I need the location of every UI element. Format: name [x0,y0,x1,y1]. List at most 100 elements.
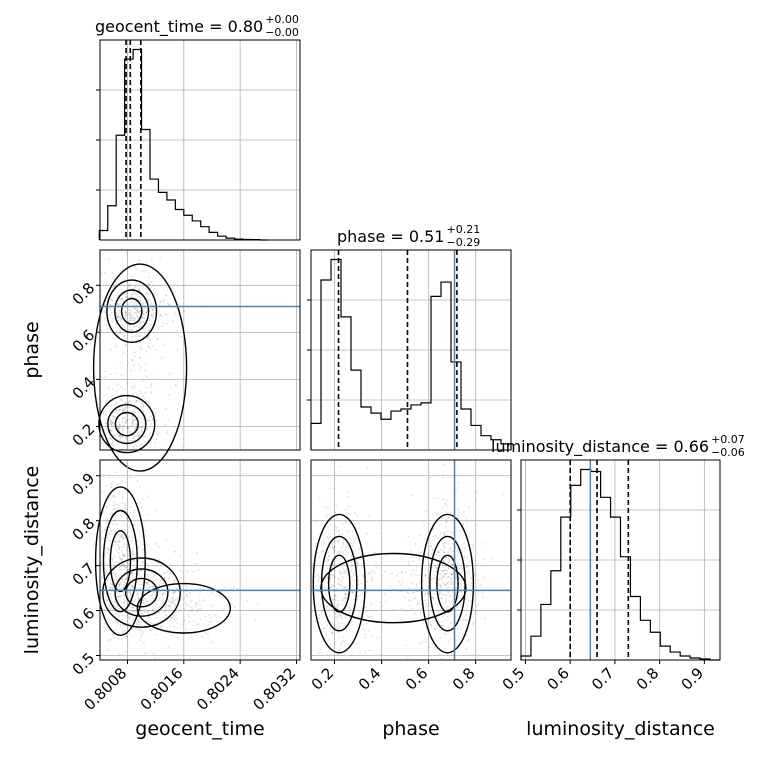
scatter-point [346,571,348,573]
scatter-point [135,399,138,402]
scatter-point [129,587,132,590]
scatter-point [326,577,329,580]
scatter-point [456,562,459,565]
scatter-point [131,421,134,423]
scatter-point [143,521,145,524]
scatter-point [137,546,140,549]
scatter-point [126,421,128,423]
scatter-point [137,316,140,319]
scatter-point [326,581,329,584]
scatter-point [151,390,153,393]
scatter-point [432,528,435,530]
scatter-point [333,623,336,626]
scatter-point [338,613,341,616]
scatter-point [128,584,131,587]
scatter-point [441,576,444,579]
scatter-point [439,574,442,577]
scatter-point [449,624,452,627]
scatter-point [129,615,131,618]
scatter-point [142,309,145,312]
scatter-point [122,338,125,340]
scatter-point [172,592,174,595]
scatter-point [132,419,135,422]
scatter-point [135,567,137,569]
scatter-point [134,307,137,310]
scatter-point [140,629,142,632]
scatter-point [209,620,212,623]
scatter-point [428,538,431,541]
scatter-point [145,311,148,313]
scatter-point [147,587,149,590]
scatter-point [123,334,126,337]
scatter-point [458,566,461,569]
scatter-point [126,426,129,429]
scatter-point [108,473,110,476]
scatter-point [419,580,422,583]
scatter-point [118,546,121,548]
scatter-point [149,386,152,389]
scatter-point [127,550,130,553]
scatter-point [337,582,339,585]
scatter-point [142,405,145,408]
scatter-point [418,642,421,645]
scatter-point [156,433,159,436]
scatter-point [115,323,118,325]
scatter-point [215,619,218,622]
scatter-point [134,334,137,337]
scatter-point [117,543,120,546]
scatter-point [351,564,354,567]
scatter-point [126,545,129,548]
scatter-point [125,561,128,563]
scatter-point [104,528,107,531]
x-tick-label: 0.5 [499,664,529,694]
scatter-point [125,252,127,255]
scatter-point [457,636,460,638]
scatter-point [173,578,176,581]
scatter-point [330,586,333,589]
scatter-point [350,654,353,657]
scatter-point [142,406,145,408]
scatter-point [330,523,333,526]
scatter-point [124,296,127,298]
title-phase: phase = 0.51 +0.21−0.29 [337,223,480,249]
scatter-point [439,532,442,535]
scatter-point [135,400,138,403]
scatter-point [320,651,323,654]
scatter-point [329,614,331,617]
x-axis-label: luminosity_distance [526,718,715,740]
scatter-point [115,508,118,511]
scatter-point [111,573,114,575]
scatter-point [120,318,122,320]
scatter-point [350,646,353,649]
scatter-point [139,296,142,299]
scatter-point [171,596,174,599]
scatter-point [131,572,134,575]
scatter-point [471,623,474,626]
scatter-point [457,514,460,517]
scatter-point [183,619,186,622]
scatter-point [187,614,189,616]
scatter-point [130,572,132,575]
scatter-point [123,568,126,571]
scatter-point [188,592,191,594]
scatter-point [108,513,111,516]
scatter-point [131,418,133,421]
scatter-point [151,418,154,421]
scatter-point [233,586,235,589]
x-tick-label: 0.7 [588,664,618,694]
scatter-point [126,549,128,552]
scatter-point [152,409,155,412]
scatter-point [183,619,186,622]
scatter-point [139,612,142,615]
scatter-point [115,560,118,563]
scatter-point [121,399,123,402]
scatter-point [109,437,111,439]
scatter-point [158,591,161,594]
scatter-point [426,585,428,587]
scatter-point [122,587,125,589]
scatter-point [110,420,113,423]
scatter-point [335,626,338,628]
scatter-point [126,427,129,429]
scatter-point [185,593,188,596]
scatter-point [121,618,123,621]
